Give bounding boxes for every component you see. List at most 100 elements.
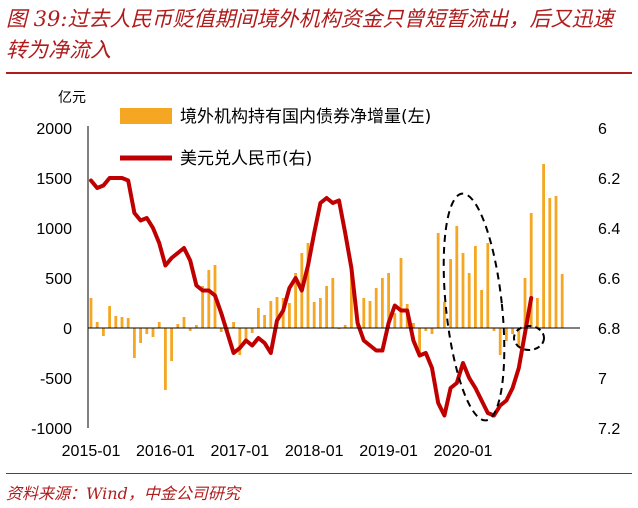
bar [133, 328, 136, 358]
x-tick-label: 2016-01 [136, 443, 195, 460]
bar [275, 297, 279, 328]
left-tick-label: 1000 [36, 221, 72, 238]
bar [201, 286, 204, 328]
bar [312, 302, 316, 328]
x-tick-label: 2018-01 [285, 443, 344, 460]
right-tick-label: 6.6 [598, 271, 620, 288]
bar [120, 317, 124, 328]
legend-label-bar: 境外机构持有国内债券净增量(左) [180, 107, 431, 127]
bar [343, 325, 347, 328]
bar [195, 325, 198, 328]
bar [89, 298, 93, 328]
bar [108, 306, 111, 328]
bar [387, 273, 390, 328]
bar [436, 233, 440, 328]
bar [250, 328, 254, 333]
right-tick-label: 6.8 [598, 321, 620, 338]
bar [498, 328, 502, 355]
bar [511, 328, 514, 334]
bar [114, 316, 118, 328]
bar [219, 328, 223, 332]
bar [176, 324, 180, 328]
bar [350, 274, 353, 328]
bar [505, 328, 508, 341]
legend-label-line: 美元兑人民币(右) [180, 149, 312, 169]
bar [374, 288, 378, 328]
bar [238, 328, 242, 355]
bar [182, 317, 186, 328]
dashed-ellipse-2019 [442, 192, 506, 422]
bar [263, 315, 266, 328]
dashed-ellipse-2020 [513, 325, 545, 351]
bar [412, 323, 415, 328]
usdcny-line [89, 176, 534, 418]
bar [399, 258, 403, 328]
right-tick-label: 6 [598, 121, 607, 138]
bar [269, 301, 273, 328]
bar [467, 273, 471, 328]
bar [474, 246, 477, 328]
right-tick-label: 7.2 [598, 421, 620, 438]
bar [560, 274, 564, 328]
source-rule [6, 473, 632, 474]
bar [331, 278, 335, 328]
bar [461, 253, 465, 328]
bar [393, 313, 397, 328]
bar [536, 298, 539, 328]
bar [294, 273, 297, 328]
bar [424, 328, 428, 331]
chart-title: 图 39:过去人民币贬值期间境外机构资金只曾短暂流出，后又迅速转为净流入 [6, 7, 614, 62]
bar [542, 164, 545, 328]
bar [139, 328, 142, 343]
bar [523, 278, 527, 328]
bar [548, 198, 552, 328]
left-tick-label: 0 [63, 321, 72, 338]
x-tick-label: 2015-01 [62, 443, 121, 460]
bar [486, 243, 490, 328]
bar [455, 226, 459, 328]
x-tick-label: 2019-01 [359, 443, 418, 460]
bar [418, 328, 421, 357]
bar [188, 328, 192, 331]
bar [430, 328, 434, 334]
title-rule [6, 72, 632, 74]
bar [492, 328, 496, 331]
left-tick-label: 500 [45, 271, 72, 288]
bar [170, 328, 173, 361]
right-tick-label: 7 [598, 371, 607, 388]
bar [102, 328, 105, 336]
bar [319, 298, 322, 328]
left-tick-label: 1500 [36, 171, 72, 188]
bar [325, 286, 328, 328]
left-tick-label: -500 [40, 371, 72, 388]
bar [164, 328, 167, 390]
right-tick-label: 6.4 [598, 221, 620, 238]
bar [232, 322, 235, 328]
legend-swatch-bar [120, 108, 172, 124]
bar [157, 322, 161, 328]
x-tick-label: 2020-01 [434, 443, 493, 460]
bar [257, 308, 260, 328]
bar [306, 243, 310, 328]
left-tick-label: -1000 [31, 421, 72, 438]
bar [362, 298, 366, 328]
bar [244, 328, 248, 343]
bar [529, 213, 533, 328]
bar [443, 302, 446, 328]
bar [207, 270, 211, 328]
bar [151, 328, 155, 337]
bar [554, 196, 558, 328]
bar [381, 278, 384, 328]
bar [480, 290, 483, 328]
bar [126, 318, 130, 328]
bar [288, 303, 291, 328]
bar [368, 301, 372, 328]
bar [517, 328, 521, 347]
left-axis-unit: 亿元 [58, 90, 86, 106]
x-tick-label: 2017-01 [210, 443, 269, 460]
left-tick-label: 2000 [36, 121, 72, 138]
bar [95, 322, 99, 328]
right-tick-label: 6.2 [598, 171, 620, 188]
bar [145, 328, 149, 334]
